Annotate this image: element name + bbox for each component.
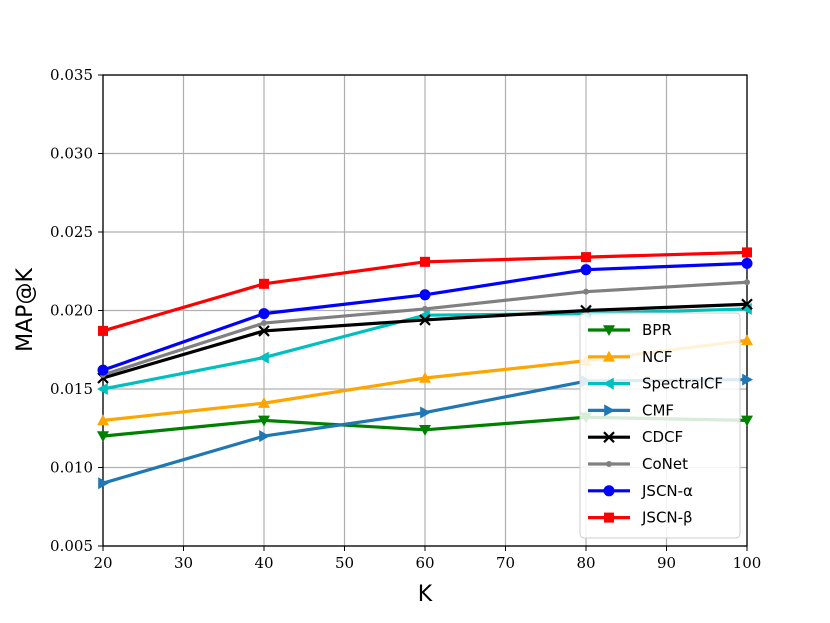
legend-label: JSCN-β bbox=[641, 509, 693, 527]
legend-marker bbox=[606, 461, 612, 467]
y-tick-label: 0.030 bbox=[50, 145, 93, 163]
legend-item: NCF bbox=[588, 348, 672, 366]
x-tick-label: 70 bbox=[496, 554, 515, 572]
legend-label: JSCN-α bbox=[641, 482, 693, 500]
x-tick-label: 30 bbox=[174, 554, 193, 572]
data-point bbox=[422, 305, 428, 312]
legend-label: BPR bbox=[642, 321, 672, 339]
y-axis-title: MAP@K bbox=[13, 268, 38, 352]
data-point bbox=[419, 372, 431, 383]
legend-label: CMF bbox=[642, 401, 674, 419]
legend-label: SpectralCF bbox=[642, 375, 723, 393]
data-point bbox=[583, 288, 589, 295]
legend-label: CDCF bbox=[642, 428, 683, 446]
data-point bbox=[742, 373, 753, 386]
data-point bbox=[259, 430, 270, 443]
data-point bbox=[97, 364, 109, 376]
series-group bbox=[97, 247, 753, 490]
y-tick-label: 0.035 bbox=[50, 66, 93, 84]
legend-box bbox=[579, 312, 741, 539]
legend-marker bbox=[603, 431, 615, 443]
x-tick-label: 90 bbox=[657, 554, 676, 572]
data-point bbox=[419, 314, 431, 326]
legend-item: BPR bbox=[588, 321, 672, 339]
data-point bbox=[742, 247, 752, 258]
legend-item: CDCF bbox=[588, 428, 683, 446]
data-point bbox=[97, 414, 109, 426]
legend-item: CoNet bbox=[588, 455, 688, 473]
y-tick-label: 0.010 bbox=[50, 459, 93, 477]
legend-item: JSCN-α bbox=[588, 482, 693, 500]
legend-marker bbox=[603, 485, 615, 497]
data-point bbox=[258, 351, 269, 364]
x-tick-label: 60 bbox=[415, 554, 434, 572]
data-point bbox=[97, 383, 108, 395]
x-tick-label: 20 bbox=[93, 554, 112, 572]
legend-marker bbox=[603, 377, 614, 390]
x-tick-label: 40 bbox=[254, 554, 273, 572]
legend-marker bbox=[603, 325, 615, 336]
data-point bbox=[258, 415, 270, 427]
legend-marker bbox=[603, 350, 615, 362]
y-tick-label: 0.025 bbox=[50, 223, 93, 241]
data-point bbox=[258, 308, 270, 320]
data-point bbox=[419, 289, 431, 301]
data-point bbox=[741, 298, 753, 310]
x-tick-label: 100 bbox=[733, 554, 762, 572]
data-point bbox=[420, 256, 430, 267]
data-point bbox=[419, 425, 431, 436]
x-axis-title: K bbox=[418, 582, 433, 607]
y-tick-label: 0.015 bbox=[50, 380, 93, 398]
legend-marker bbox=[604, 404, 615, 417]
data-point bbox=[581, 252, 591, 263]
series-jscn- bbox=[97, 257, 753, 376]
axis-ticks: 20 30 40 50 60 70 80 90 100 0.005 0.010 0.015 0.020 0… bbox=[50, 66, 761, 572]
data-point bbox=[259, 278, 269, 289]
data-point bbox=[98, 325, 108, 336]
data-point bbox=[744, 279, 750, 286]
legend-marker bbox=[604, 512, 614, 523]
legend-item: CMF bbox=[588, 401, 674, 419]
x-tick-label: 50 bbox=[335, 554, 354, 572]
legend-item: SpectralCF bbox=[588, 375, 723, 393]
data-point bbox=[580, 264, 592, 276]
data-point bbox=[258, 325, 270, 337]
data-point bbox=[97, 431, 109, 443]
legend-label: NCF bbox=[642, 348, 672, 366]
data-point bbox=[258, 397, 270, 408]
data-point bbox=[741, 334, 753, 346]
legend-label: CoNet bbox=[642, 455, 688, 473]
data-point bbox=[98, 477, 109, 490]
data-point bbox=[741, 257, 753, 269]
data-point bbox=[420, 406, 431, 419]
legend: BPR NCF SpectralCF CMF CDCF CoNet JSCN-α JSCN-β bbox=[579, 312, 741, 539]
y-tick-label: 0.020 bbox=[50, 302, 93, 320]
x-tick-label: 80 bbox=[576, 554, 595, 572]
data-point bbox=[741, 415, 753, 427]
legend-item: JSCN-β bbox=[588, 509, 693, 527]
series-jscn- bbox=[98, 247, 752, 336]
y-tick-label: 0.005 bbox=[50, 537, 93, 555]
data-point bbox=[261, 320, 267, 327]
